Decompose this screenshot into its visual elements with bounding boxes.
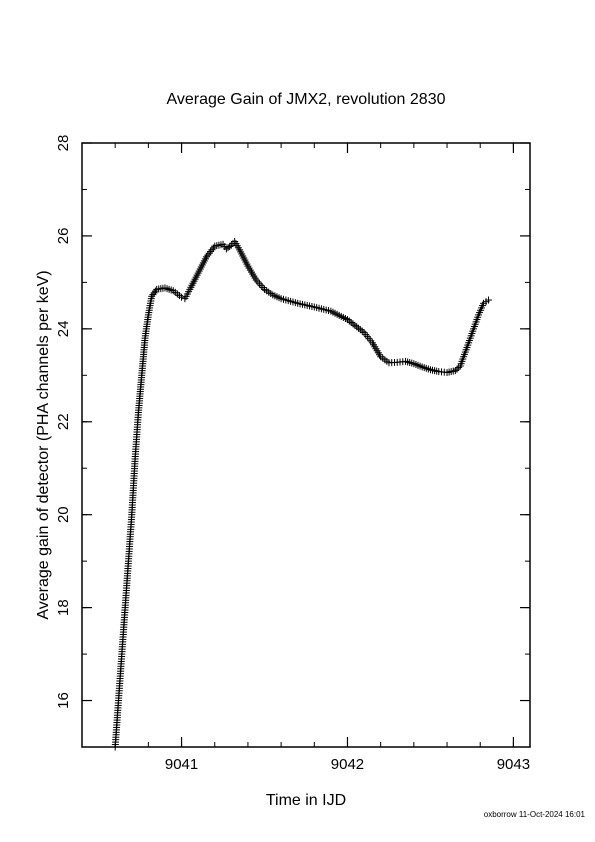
y-axis-label: Average gain of detector (PHA channels p… bbox=[35, 270, 52, 619]
data-point bbox=[256, 280, 264, 288]
data-point bbox=[453, 365, 461, 373]
data-point bbox=[207, 247, 215, 255]
tick-labels: 9041 9042 9043 16 18 20 22 24 26 28 bbox=[55, 135, 530, 773]
y-tick-label: 18 bbox=[55, 599, 72, 616]
data-point bbox=[202, 253, 210, 261]
axis-ticks bbox=[81, 142, 530, 748]
data-point bbox=[226, 242, 234, 250]
y-tick-label: 20 bbox=[55, 506, 72, 523]
y-tick-label: 26 bbox=[55, 228, 72, 245]
data-point bbox=[205, 249, 213, 257]
y-tick-label: 16 bbox=[55, 692, 72, 709]
data-point bbox=[208, 246, 216, 254]
y-tick-label: 22 bbox=[55, 413, 72, 430]
x-tick-label: 9042 bbox=[331, 756, 364, 773]
data-series bbox=[111, 237, 493, 751]
data-point bbox=[485, 296, 493, 304]
timestamp-footer: oxborrow 11-Oct-2024 16:01 bbox=[483, 810, 585, 819]
x-axis-label: Time in IJD bbox=[266, 792, 346, 809]
y-tick-label: 24 bbox=[55, 321, 72, 338]
chart-title: Average Gain of JMX2, revolution 2830 bbox=[167, 91, 446, 108]
y-tick-label: 28 bbox=[55, 135, 72, 152]
data-point bbox=[451, 367, 459, 375]
data-point bbox=[178, 293, 186, 301]
x-tick-label: 9041 bbox=[165, 756, 198, 773]
data-point bbox=[455, 364, 463, 372]
data-point bbox=[204, 251, 212, 259]
data-point bbox=[259, 283, 267, 291]
x-tick-label: 9043 bbox=[497, 756, 530, 773]
plot-frame bbox=[81, 142, 531, 748]
data-point bbox=[257, 282, 265, 290]
